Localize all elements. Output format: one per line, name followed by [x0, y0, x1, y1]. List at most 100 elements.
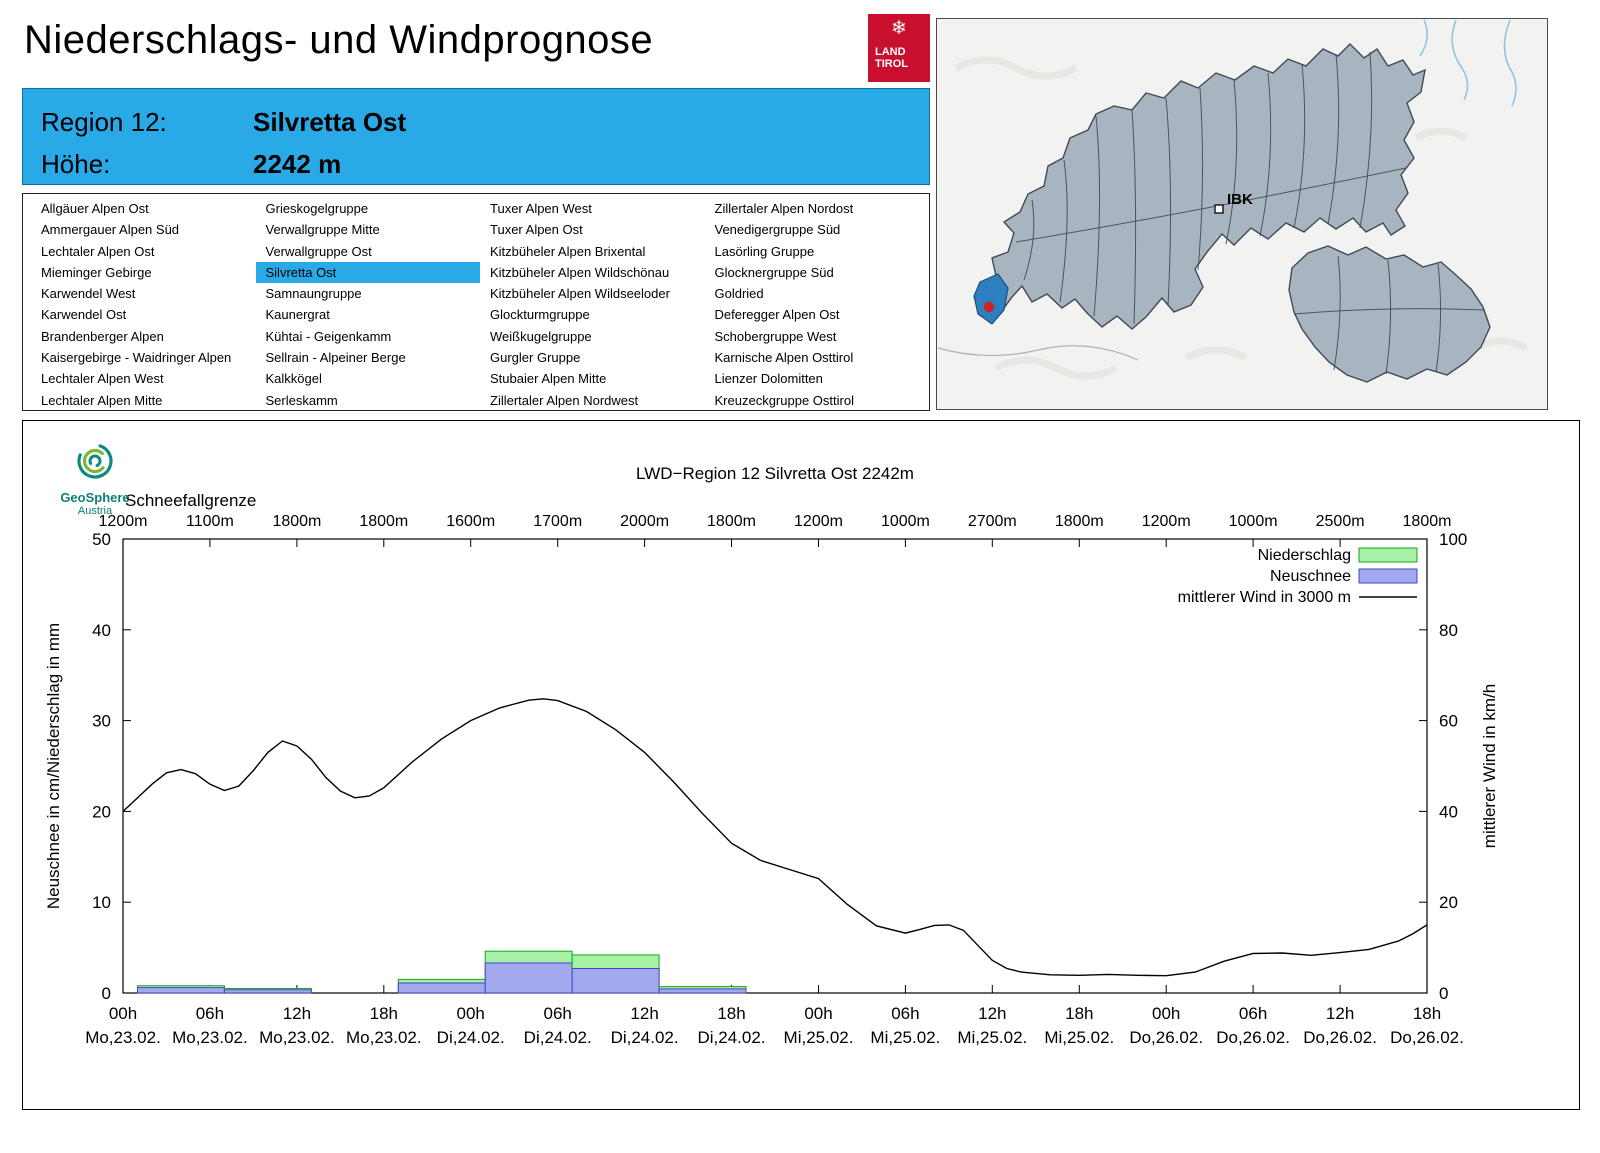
region-list-item[interactable]: Grieskogelgruppe	[265, 201, 369, 216]
svg-text:12h: 12h	[978, 1004, 1006, 1023]
geosphere-logo: GeoSphere Austria	[53, 439, 137, 517]
region-list-item[interactable]: Lechtaler Alpen West	[41, 371, 164, 387]
svg-text:Do,26.02.: Do,26.02.	[1390, 1028, 1464, 1047]
svg-text:Mo,23.02.: Mo,23.02.	[85, 1028, 161, 1047]
region-list-item[interactable]: Lechtaler Alpen Ost	[41, 243, 155, 259]
svg-text:18h: 18h	[717, 1004, 745, 1023]
region-list-item[interactable]: Tuxer Alpen Ost	[490, 222, 583, 238]
region-list-item[interactable]: Zillertaler Alpen Nordwest	[490, 392, 639, 408]
region-list-item[interactable]: Karnische Alpen Osttirol	[714, 350, 854, 366]
region-row: Region 12: Silvretta Ost	[41, 101, 929, 143]
region-list-item[interactable]: Allgäuer Alpen Ost	[41, 201, 149, 216]
svg-text:100: 100	[1439, 530, 1467, 549]
region-list-item[interactable]: Stubaier Alpen Mitte	[490, 371, 607, 387]
svg-text:1000m: 1000m	[881, 513, 930, 530]
svg-text:Do,26.02.: Do,26.02.	[1303, 1028, 1377, 1047]
map-city-marker	[1214, 204, 1224, 214]
chart-title: LWD−Region 12 Silvretta Ost 2242m	[636, 464, 914, 483]
svg-text:1800m: 1800m	[272, 513, 321, 530]
snowline-values: 1200m 1100m 1800m 1800m 1600m 1700m 2000m 1800m…	[99, 513, 1452, 530]
region-list-item[interactable]: Lasörling Gruppe	[714, 243, 815, 259]
region-list-item[interactable]: Karwendel Ost	[41, 307, 127, 323]
altitude-value: 2242 m	[253, 148, 342, 179]
svg-text:1800m: 1800m	[1403, 513, 1452, 530]
map-country-border	[937, 345, 1139, 361]
region-list-item[interactable]: Brandenberger Alpen	[41, 328, 164, 344]
tirol-map[interactable]: IBK	[936, 18, 1548, 410]
altitude-label: Höhe:	[41, 148, 111, 179]
svg-text:1200m: 1200m	[99, 513, 148, 530]
region-list-item[interactable]: Weißkugelgruppe	[490, 328, 592, 344]
x-axis-labels: 00h Mo,23.02. 06h Mo,23.02. 12h Mo,23.02. 18h M…	[85, 1004, 1464, 1047]
region-list-item[interactable]: Kaunergrat	[265, 307, 330, 323]
svg-text:2500m: 2500m	[1316, 513, 1365, 530]
region-list-item[interactable]: Kitzbüheler Alpen Wildseeloder	[490, 286, 670, 302]
land-tirol-logo-text: LAND TIROL	[868, 46, 930, 70]
wind-line	[122, 698, 1428, 977]
svg-text:06h: 06h	[544, 1004, 572, 1023]
region-list-column: Grieskogelgruppe Verwallgruppe Mitte Verwa…	[255, 198, 480, 410]
svg-text:2000m: 2000m	[620, 513, 669, 530]
region-list-item[interactable]: Kalkkögel	[265, 371, 322, 387]
page-title: Niederschlags- und Windprognose	[24, 18, 654, 62]
region-list-item[interactable]: Samnaungruppe	[265, 286, 362, 302]
svg-text:06h: 06h	[891, 1004, 919, 1023]
region-list-item[interactable]: Mieminger Gebirge	[41, 264, 152, 280]
map-north-tirol	[983, 43, 1426, 330]
region-list-item[interactable]: Deferegger Alpen Ost	[714, 307, 840, 323]
svg-text:10: 10	[92, 893, 111, 912]
region-list-item[interactable]: Kitzbüheler Alpen Brixental	[490, 243, 646, 259]
map-selected-region[interactable]	[973, 273, 1009, 325]
svg-text:18h: 18h	[1065, 1004, 1093, 1023]
map-city-label: IBK	[1227, 191, 1253, 208]
region-list-item[interactable]: Schobergruppe West	[714, 328, 837, 344]
region-list-item[interactable]: Tuxer Alpen West	[490, 201, 592, 216]
region-list-item[interactable]: Goldried	[714, 286, 764, 302]
region-list-item[interactable]: Ammergauer Alpen Süd	[41, 222, 180, 238]
svg-text:1000m: 1000m	[1229, 513, 1278, 530]
region-list-item[interactable]: Glockturmgruppe	[490, 307, 590, 323]
svg-text:12h: 12h	[283, 1004, 311, 1023]
svg-text:mittlerer Wind in 3000 m: mittlerer Wind in 3000 m	[1178, 589, 1351, 606]
region-list-item[interactable]: Kaisergebirge - Waidringer Alpen	[41, 350, 232, 366]
tirol-map-svg: IBK	[936, 18, 1548, 410]
region-list-item[interactable]: Verwallgruppe Ost	[265, 243, 372, 259]
chart-legend: Niederschlag Neuschnee mittlerer Wind in 3…	[1178, 547, 1418, 606]
svg-text:06h: 06h	[1239, 1004, 1267, 1023]
region-list-item[interactable]: Lienzer Dolomitten	[714, 371, 823, 387]
region-list-item[interactable]: Serleskamm	[265, 392, 338, 408]
region-label: Region 12:	[41, 106, 167, 137]
svg-text:18h: 18h	[370, 1004, 398, 1023]
region-list-item[interactable]: Kühtai - Geigenkamm	[265, 328, 392, 344]
svg-text:1800m: 1800m	[359, 513, 408, 530]
region-list-item[interactable]: Karwendel West	[41, 286, 136, 302]
map-frame	[936, 18, 1548, 410]
svg-text:00h: 00h	[1152, 1004, 1180, 1023]
svg-text:Mo,23.02.: Mo,23.02.	[346, 1028, 422, 1047]
svg-text:Mi,25.02.: Mi,25.02.	[784, 1028, 854, 1047]
svg-text:Di,24.02.: Di,24.02.	[611, 1028, 679, 1047]
region-list-item[interactable]: Sellrain - Alpeiner Berge	[265, 350, 406, 366]
geosphere-logo-subtext: Austria	[77, 505, 113, 517]
region-list-item[interactable]: Glocknergruppe Süd	[714, 264, 834, 280]
svg-text:Mi,25.02.: Mi,25.02.	[1044, 1028, 1114, 1047]
region-list-item[interactable]: Gurgler Gruppe	[490, 350, 581, 366]
svg-text:00h: 00h	[804, 1004, 832, 1023]
svg-text:40: 40	[92, 621, 111, 640]
region-list-item[interactable]: Lechtaler Alpen Mitte	[41, 392, 163, 408]
region-list-item[interactable]: Venedigergruppe Süd	[714, 222, 841, 238]
svg-text:Mo,23.02.: Mo,23.02.	[172, 1028, 248, 1047]
region-value: Silvretta Ost	[253, 106, 407, 137]
map-east-tirol-borders	[1293, 255, 1485, 375]
svg-text:0: 0	[102, 984, 111, 1003]
region-list-item[interactable]: Zillertaler Alpen Nordost	[714, 201, 854, 216]
svg-text:Mo,23.02.: Mo,23.02.	[259, 1028, 335, 1047]
region-list-item[interactable]: Verwallgruppe Mitte	[265, 222, 380, 238]
land-tirol-logo: ❄ LAND TIROL	[868, 14, 930, 82]
altitude-row: Höhe: 2242 m	[41, 143, 929, 185]
region-list-item-selected[interactable]: Silvretta Ost	[255, 261, 480, 284]
region-list-item[interactable]: Kitzbüheler Alpen Wildschönau	[490, 264, 670, 280]
region-list-item[interactable]: Kreuzeckgruppe Osttirol	[714, 392, 854, 408]
forecast-chart: LWD−Region 12 Silvretta Ost 2242m Schneef…	[44, 464, 1499, 1047]
